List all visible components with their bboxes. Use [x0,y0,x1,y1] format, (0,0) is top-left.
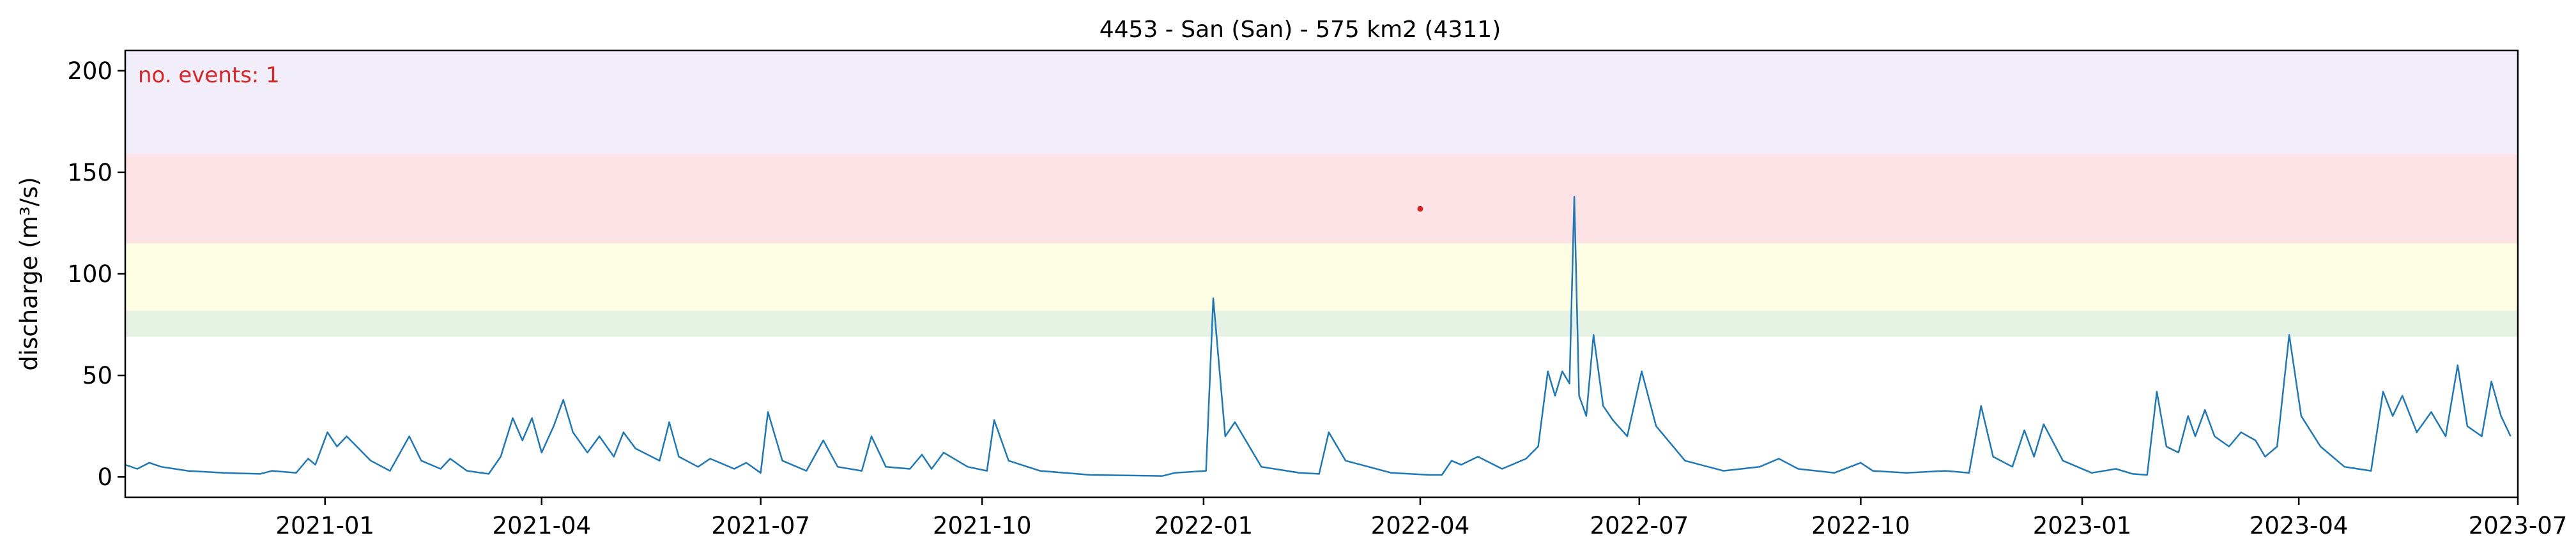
x-tick-label-8: 2023-01 [2033,512,2132,539]
series-line-0 [125,195,2511,477]
y-axis-label: discharge (m³/s) [15,177,43,371]
y-axis: 0 50 100 150 200 [67,57,125,491]
threshold-band-2 [125,154,2518,244]
y-tick-label-2: 100 [67,260,112,288]
x-tick-label-9: 2023-04 [2250,512,2349,539]
x-tick-label-2: 2021-07 [711,512,810,539]
event-marker-0 [1417,206,1423,212]
x-tick-label-10: 2023-07 [2469,512,2568,539]
x-tick-label-5: 2022-04 [1371,512,1470,539]
x-tick-label-6: 2022-07 [1590,512,1689,539]
threshold-band-1 [125,243,2518,311]
y-tick-label-4: 200 [67,57,112,85]
x-tick-label-4: 2022-01 [1154,512,1254,539]
x-tick-label-7: 2022-10 [1811,512,1910,539]
y-tick-label-1: 50 [82,362,112,389]
x-tick-label-0: 2021-01 [275,512,374,539]
x-tick-label-3: 2021-10 [933,512,1032,539]
x-axis: 2021-01 2021-04 2021-07 2021-10 2022-01 2022-… [275,497,2567,539]
threshold-band-0 [125,310,2518,337]
y-tick-label-3: 150 [67,159,112,186]
events-annotation: no. events: 1 [138,63,280,88]
x-tick-label-1: 2021-04 [492,512,591,539]
y-tick-label-0: 0 [97,463,112,491]
threshold-band-3 [125,50,2518,154]
threshold-bands [125,50,2518,337]
event-markers [1417,206,1423,212]
series-layer [125,195,2511,477]
chart-title: 4453 - San (San) - 575 km2 (4311) [1100,17,1501,43]
